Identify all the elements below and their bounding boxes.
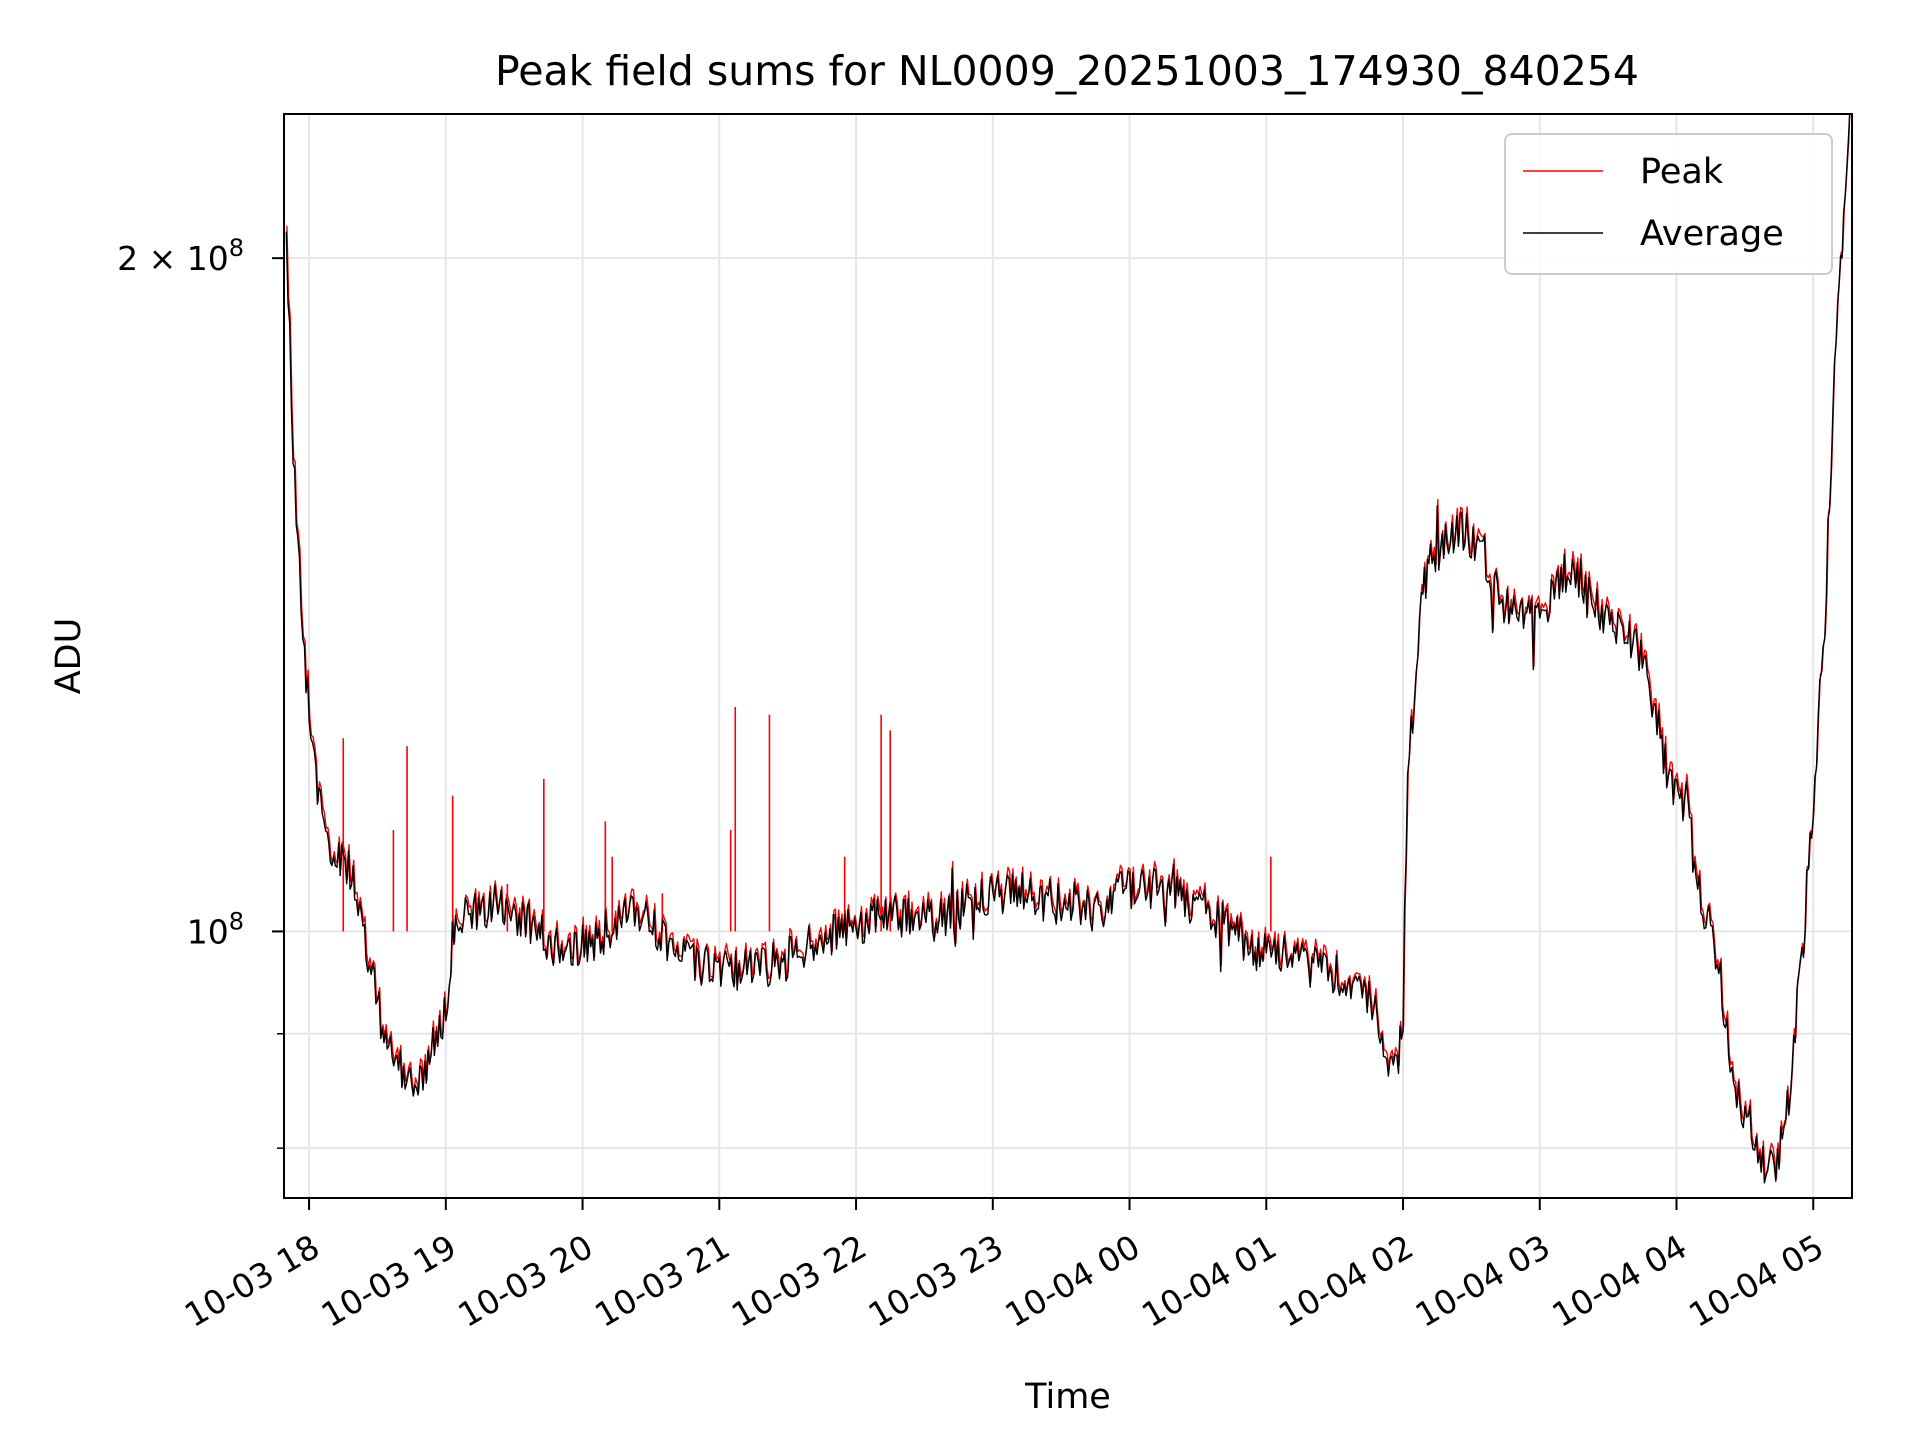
x-axis-title: Time <box>1024 1377 1111 1417</box>
chart-title: Peak field sums for NL0009_20251003_1749… <box>495 47 1639 95</box>
plot-frame <box>283 113 1853 1199</box>
grid <box>284 114 1852 1198</box>
legend: Peak Average <box>1504 133 1833 275</box>
legend-label-peak: Peak <box>1640 152 1724 192</box>
y-axis-title: ADU <box>49 618 89 695</box>
series-average-line <box>285 114 1851 1184</box>
series-layer <box>285 114 1851 1184</box>
legend-label-average: Average <box>1640 214 1784 254</box>
legend-box <box>1504 133 1833 275</box>
y-tick-label: 2 × 108 <box>117 234 244 278</box>
